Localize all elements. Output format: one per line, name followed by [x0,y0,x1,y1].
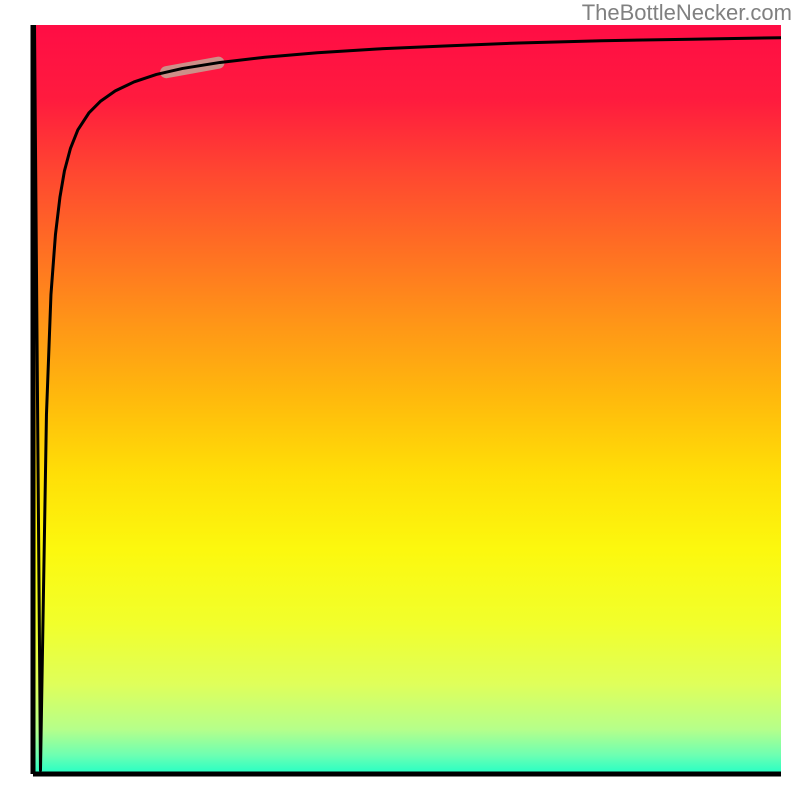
watermark-text: TheBottleNecker.com [582,0,792,26]
chart-svg [0,0,800,800]
chart-container: TheBottleNecker.com [0,0,800,800]
plot-background [33,25,781,774]
